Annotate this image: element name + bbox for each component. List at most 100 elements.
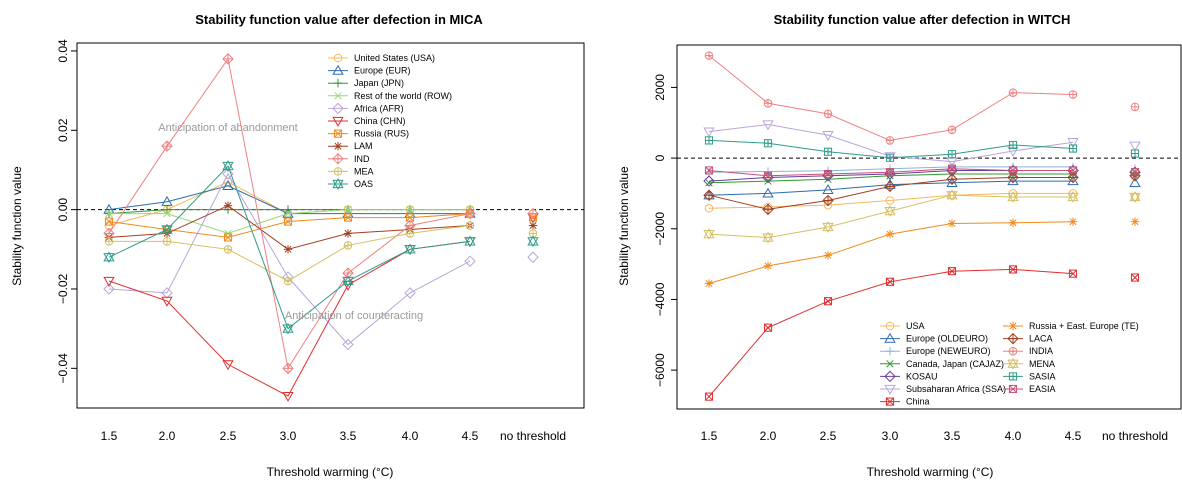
mica-data-point: [344, 205, 352, 214]
witch-series-line: [708, 55, 1074, 141]
witch-legend-label: EASIA: [1029, 384, 1056, 394]
witch-data-point: [1130, 217, 1140, 226]
witch-data-point: [703, 228, 715, 240]
witch-legend-entry: LACA: [1003, 332, 1053, 345]
mica-series-9: [104, 221, 538, 286]
witch-series-10: [703, 189, 1141, 244]
mica-legend-marker: [332, 64, 344, 75]
witch-series-11: [704, 136, 1140, 162]
mica-legend-marker: [333, 79, 343, 88]
witch-data-point: [1008, 88, 1018, 97]
mica-data-point: [527, 251, 539, 263]
witch-data-point: [1130, 149, 1140, 158]
mica-series-4: [103, 168, 539, 351]
witch-data-point: [704, 203, 714, 213]
mica-legend-entry: Japan (JPN): [328, 78, 404, 88]
witch-legend-marker: [1007, 332, 1019, 345]
witch-y-tick-label: 2000: [653, 74, 667, 101]
mica-data-point: [527, 235, 539, 248]
witch-data-point: [823, 251, 833, 260]
witch-legend-label: LACA: [1029, 334, 1053, 344]
witch-x-tick-label: 3.0: [882, 429, 899, 443]
witch-legend-label: KOSAU: [906, 371, 938, 381]
mica-legend-label: LAM: [354, 141, 373, 151]
mica-legend-label: Russia (RUS): [354, 129, 409, 139]
witch-data-point: [1067, 191, 1079, 203]
witch-legend-entry: Russia + East. Europe (TE): [1003, 321, 1139, 331]
mica-x-tick-label: 2.5: [220, 429, 237, 443]
witch-legend-marker: [1008, 384, 1018, 394]
mica-data-point: [343, 213, 353, 222]
mica-data-point: [161, 195, 173, 206]
mica-x-tick-label: 3.0: [280, 429, 297, 443]
witch-data-point: [762, 187, 774, 198]
witch-legend-entry: USA: [880, 321, 925, 331]
mica-x-tick-label: no threshold: [500, 429, 566, 443]
witch-legend-entry: Europe (NEWEURO): [880, 346, 991, 356]
witch-data-point: [885, 196, 895, 205]
mica-data-point: [405, 229, 415, 238]
witch-data-point: [947, 219, 957, 228]
mica-data-point: [222, 160, 234, 172]
witch-data-point: [704, 279, 714, 288]
mica-annotations: Anticipation of abandonment Anticipation…: [158, 122, 423, 322]
mica-y-tick-label: 0.02: [56, 118, 70, 142]
witch-data-point: [822, 130, 834, 141]
witch-data-point: [1068, 90, 1078, 99]
mica-data-point: [282, 322, 294, 335]
mica-data-point: [223, 233, 233, 242]
witch-legend-label: China: [906, 397, 930, 407]
mica-legend-marker: [333, 167, 343, 176]
mica-x-axis-label: Threshold warming (°C): [267, 465, 394, 479]
annotation-counteracting: Anticipation of counteracting: [285, 310, 423, 322]
mica-data-point: [161, 223, 173, 236]
mica-data-point: [283, 217, 293, 226]
witch-legend-marker: [885, 321, 895, 331]
mica-legend-marker: [334, 92, 342, 100]
mica-legend-label: IND: [354, 154, 370, 164]
witch-series-line: [708, 139, 1074, 159]
witch-data-point: [823, 147, 833, 156]
witch-y-tick-label: −4000: [653, 282, 667, 316]
witch-data-point: [822, 184, 834, 195]
witch-legend-entry: MENA: [1003, 357, 1055, 370]
witch-legend-entry: EASIA: [1003, 384, 1056, 394]
mica-legend-entry: Europe (EUR): [328, 64, 411, 76]
mica-data-point: [223, 245, 233, 254]
witch-data-point: [823, 109, 833, 119]
witch-legend-marker: [1008, 346, 1018, 356]
witch-legend-entry: Europe (OLDEURO): [880, 332, 988, 344]
witch-series-line: [708, 268, 1074, 397]
mica-data-point: [404, 243, 416, 256]
witch-data-point: [822, 194, 834, 207]
mica-data-point: [104, 217, 114, 226]
witch-data-point: [885, 229, 895, 239]
witch-legend-label: Canada, Japan (CAJAZ): [906, 359, 1004, 369]
mica-legend-entry: MEA: [328, 166, 374, 176]
witch-legend-label: USA: [906, 321, 925, 331]
witch-data-point: [763, 139, 773, 148]
witch-data-point: [1008, 265, 1018, 274]
witch-data-point: [823, 169, 833, 179]
witch-series-line: [708, 221, 1074, 284]
witch-data-point: [1007, 191, 1019, 203]
witch-legend-label: SASIA: [1029, 371, 1056, 381]
mica-data-point: [283, 205, 293, 214]
mica-data-point: [162, 237, 172, 246]
witch-y-tick-label: −2000: [653, 212, 667, 246]
mica-data-point: [527, 207, 539, 220]
mica-data-point: [103, 283, 115, 295]
witch-data-point: [1129, 141, 1141, 152]
mica-y-tick-label: −0.02: [56, 273, 70, 304]
mica-data-point: [406, 205, 414, 214]
mica-chart: Stability function value after defection…: [10, 12, 585, 479]
mica-legend-entry: Rest of the world (ROW): [328, 91, 452, 101]
mica-x-tick-label: 4.0: [402, 429, 419, 443]
witch-data-point: [1130, 102, 1140, 112]
witch-data-point: [763, 99, 773, 108]
mica-legend-entry: Russia (RUS): [328, 129, 409, 139]
witch-data-point: [822, 221, 834, 233]
witch-data-point: [885, 136, 895, 145]
mica-legend-entry: LAM: [328, 141, 373, 151]
